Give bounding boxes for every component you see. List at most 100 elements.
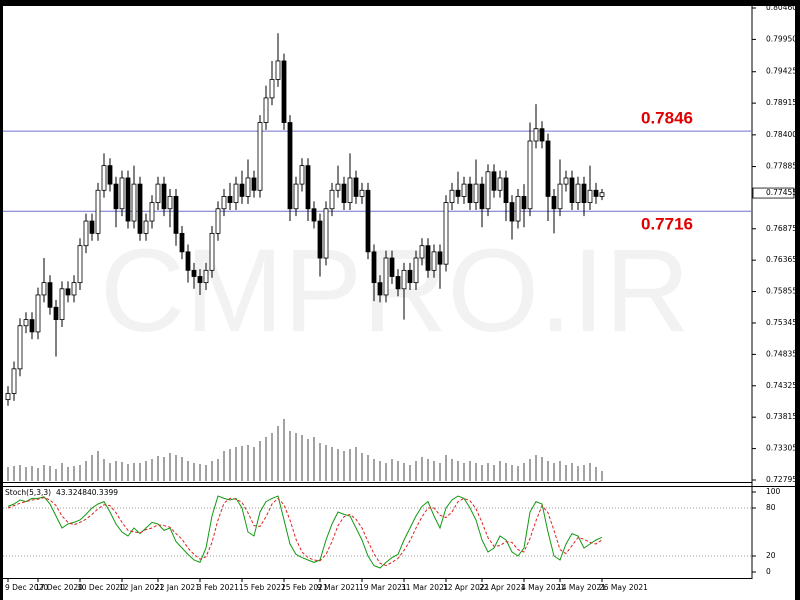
candle-body — [359, 189, 365, 197]
candle-body — [179, 232, 185, 253]
candle-body — [131, 183, 137, 222]
candle-body — [215, 208, 221, 234]
y-tick-label: 20 — [766, 551, 776, 560]
candle-body — [71, 282, 77, 296]
candle-body — [275, 60, 281, 80]
candle-body — [593, 189, 599, 197]
candle-body — [287, 122, 293, 210]
y-tick-label: 0.76365 — [766, 255, 797, 264]
candle-body — [587, 189, 593, 203]
level-label: 0.7716 — [641, 215, 693, 234]
candle-body — [311, 208, 317, 222]
candle-body — [35, 294, 41, 333]
candle-body — [167, 196, 173, 210]
candle-body — [239, 183, 245, 197]
candle-body — [413, 257, 419, 284]
candle-body — [137, 183, 143, 234]
candle-body — [437, 251, 443, 265]
candle-body — [449, 189, 455, 203]
candle-body — [5, 393, 11, 401]
candle-body — [365, 189, 371, 253]
candle-body — [23, 319, 29, 327]
y-tick-label: 0.72795 — [766, 475, 797, 484]
candle-body — [323, 208, 329, 259]
candle-body — [599, 192, 605, 197]
candle-body — [173, 196, 179, 234]
candle-body — [539, 128, 545, 142]
x-tick-label: 22 Apr 2021 — [479, 583, 526, 592]
y-tick-label: 0.80460 — [766, 3, 797, 12]
y-tick-label: 0.79425 — [766, 67, 797, 76]
x-tick-label: 9 Dec 2020 — [5, 583, 48, 592]
x-tick-label: 26 May 2021 — [599, 583, 648, 592]
candle-body — [503, 177, 509, 203]
price-tag: 0.77455 — [766, 188, 797, 197]
x-tick-label: 3 Feb 2021 — [197, 583, 239, 592]
level-label: 0.7846 — [641, 109, 693, 128]
indicator-value: 43.3248 — [56, 488, 87, 497]
candle-body — [473, 183, 479, 203]
candle-body — [119, 177, 125, 210]
x-tick-label: 12 Apr 2021 — [443, 583, 490, 592]
y-tick-label: 0 — [766, 567, 771, 576]
candle-body — [203, 269, 209, 284]
candle-body — [89, 220, 95, 234]
candle-body — [53, 306, 59, 320]
y-tick-label: 0.75855 — [766, 287, 797, 296]
candle-body — [509, 202, 515, 222]
x-tick-label: 12 Jan 2021 — [119, 583, 164, 592]
candle-body — [335, 183, 341, 191]
x-tick-label: 19 Mar 2021 — [359, 583, 407, 592]
indicator-value: 40.3399 — [87, 488, 118, 497]
candle-body — [305, 165, 311, 210]
candle-body — [293, 183, 299, 210]
candle-body — [431, 251, 437, 271]
candle-body — [185, 251, 191, 271]
candle-body — [395, 276, 401, 290]
candle-body — [533, 128, 539, 142]
candle-body — [11, 368, 17, 394]
candle-body — [281, 60, 287, 123]
candle-body — [407, 269, 413, 284]
candle-body — [569, 177, 575, 203]
candle-body — [47, 282, 53, 308]
candle-body — [317, 220, 323, 259]
indicator-title: Stoch(5,3,3) — [5, 488, 51, 497]
candle-body — [425, 245, 431, 271]
candle-body — [455, 189, 461, 197]
candle-body — [143, 220, 149, 234]
x-tick-label: 22 Jan 2021 — [155, 583, 200, 592]
y-tick-label: 0.74835 — [766, 349, 797, 358]
candle-body — [527, 140, 533, 210]
candle-body — [251, 177, 257, 191]
candle-body — [269, 79, 275, 99]
candle-body — [125, 177, 131, 222]
candle-body — [443, 202, 449, 265]
candle-body — [101, 165, 107, 191]
candle-body — [17, 325, 23, 370]
candle-body — [461, 183, 467, 197]
candle-body — [227, 196, 233, 203]
candle-body — [149, 202, 155, 222]
candle-body — [557, 183, 563, 210]
candle-body — [83, 220, 89, 247]
candle-body — [221, 196, 227, 210]
candle-body — [353, 177, 359, 197]
candle-body — [77, 245, 83, 284]
candle-body — [545, 140, 551, 197]
y-tick-label: 0.77885 — [766, 162, 797, 171]
candle-body — [59, 288, 65, 320]
candle-body — [161, 183, 167, 210]
x-tick-label: 9 Mar 2021 — [317, 583, 360, 592]
watermark: CMPRO.IR — [100, 225, 690, 357]
candle-body — [347, 177, 353, 203]
candle-body — [191, 269, 197, 277]
candle-body — [233, 183, 239, 203]
candle-body — [521, 196, 527, 210]
x-tick-label: 30 Dec 2020 — [77, 583, 125, 592]
stochastic-line — [7, 495, 603, 569]
y-tick-label: 0.78915 — [766, 98, 797, 107]
candle-body — [551, 196, 557, 210]
candle-body — [383, 257, 389, 296]
